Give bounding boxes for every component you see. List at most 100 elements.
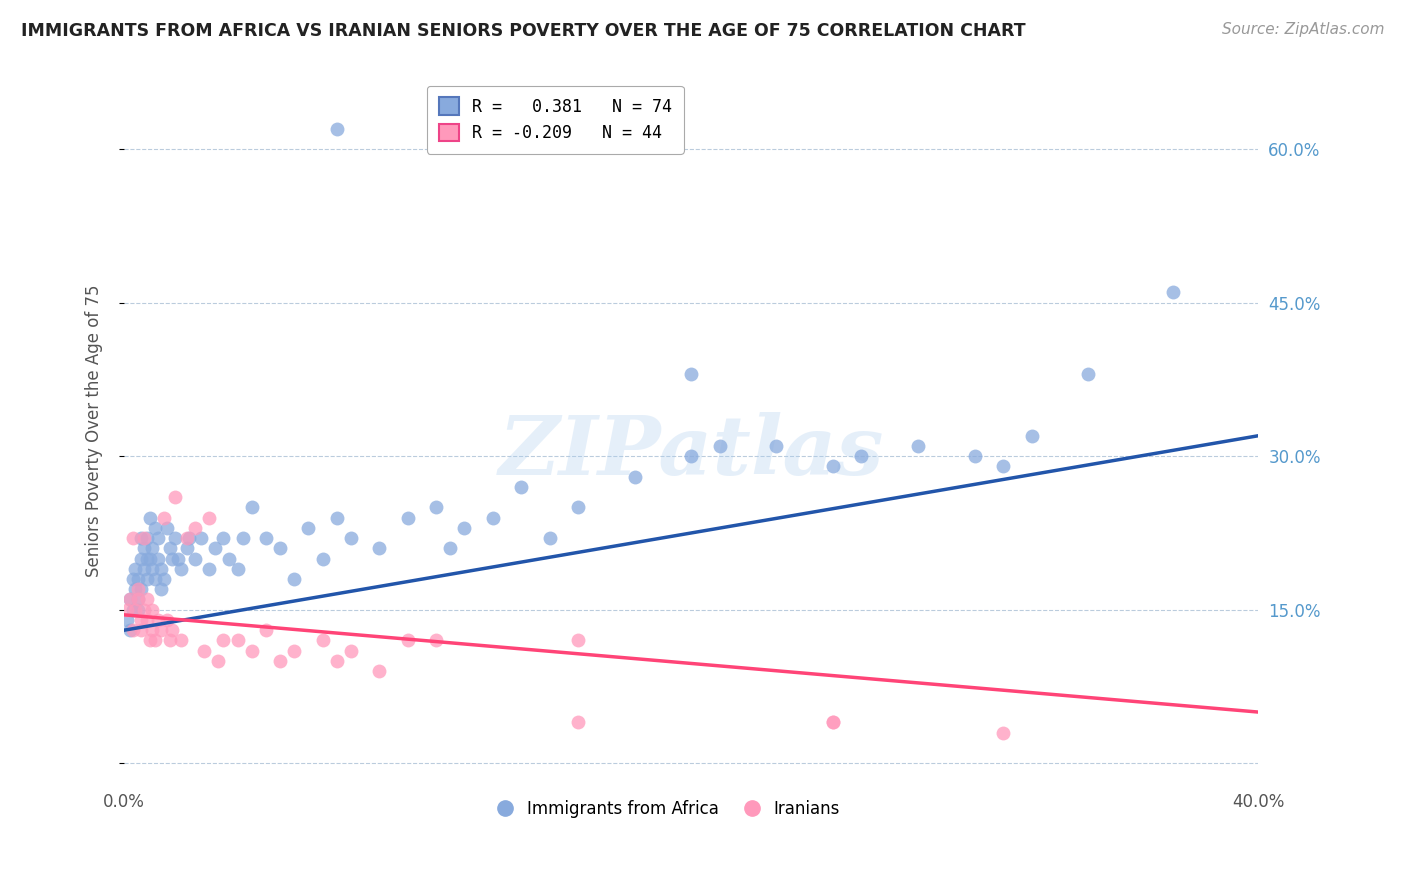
Point [993, 725, 1015, 739]
Point [439, 541, 461, 556]
Point [118, 623, 141, 637]
Point [283, 643, 305, 657]
Point [165, 531, 187, 545]
Point [198, 562, 221, 576]
Point [226, 562, 249, 576]
Point [851, 449, 873, 463]
Point [118, 592, 141, 607]
Point [963, 449, 986, 463]
Point [709, 439, 731, 453]
Point [368, 541, 391, 556]
Point [907, 439, 929, 453]
Point [538, 531, 561, 545]
Point [129, 531, 152, 545]
Point [124, 582, 146, 597]
Point [127, 582, 149, 597]
Legend: Immigrants from Africa, Iranians: Immigrants from Africa, Iranians [491, 794, 846, 825]
Point [121, 531, 143, 545]
Point [212, 531, 235, 545]
Point [218, 551, 240, 566]
Point [143, 633, 166, 648]
Point [165, 490, 187, 504]
Point [567, 633, 589, 648]
Y-axis label: Seniors Poverty Over the Age of 75: Seniors Poverty Over the Age of 75 [86, 285, 103, 577]
Point [143, 521, 166, 535]
Point [156, 613, 179, 627]
Point [132, 541, 155, 556]
Point [193, 643, 215, 657]
Point [132, 531, 155, 545]
Point [198, 510, 221, 524]
Point [156, 521, 179, 535]
Point [159, 541, 181, 556]
Point [141, 562, 163, 576]
Point [340, 643, 363, 657]
Point [170, 562, 193, 576]
Point [190, 531, 212, 545]
Point [396, 633, 419, 648]
Point [297, 521, 319, 535]
Point [681, 449, 703, 463]
Point [176, 541, 198, 556]
Point [1077, 368, 1099, 382]
Point [129, 613, 152, 627]
Point [510, 480, 533, 494]
Point [141, 603, 163, 617]
Point [129, 551, 152, 566]
Point [135, 551, 157, 566]
Point [118, 592, 141, 607]
Point [121, 603, 143, 617]
Point [204, 541, 226, 556]
Point [135, 531, 157, 545]
Point [153, 572, 176, 586]
Point [127, 592, 149, 607]
Point [567, 500, 589, 515]
Point [1021, 428, 1043, 442]
Point [311, 633, 333, 648]
Point [623, 469, 645, 483]
Point [179, 531, 201, 545]
Point [150, 623, 173, 637]
Point [823, 715, 845, 730]
Point [326, 654, 349, 668]
Point [115, 613, 138, 627]
Point [232, 531, 254, 545]
Point [121, 572, 143, 586]
Point [141, 623, 163, 637]
Point [176, 531, 198, 545]
Point [127, 592, 149, 607]
Point [167, 551, 190, 566]
Point [135, 572, 157, 586]
Point [124, 562, 146, 576]
Point [823, 715, 845, 730]
Point [153, 510, 176, 524]
Point [138, 510, 160, 524]
Point [765, 439, 787, 453]
Point [129, 623, 152, 637]
Point [184, 551, 207, 566]
Point [124, 603, 146, 617]
Point [254, 623, 277, 637]
Point [135, 613, 157, 627]
Point [143, 572, 166, 586]
Point [311, 551, 333, 566]
Point [240, 643, 263, 657]
Text: IMMIGRANTS FROM AFRICA VS IRANIAN SENIORS POVERTY OVER THE AGE OF 75 CORRELATION: IMMIGRANTS FROM AFRICA VS IRANIAN SENIOR… [21, 22, 1026, 40]
Point [1163, 285, 1185, 300]
Point [396, 510, 419, 524]
Point [207, 654, 229, 668]
Point [135, 592, 157, 607]
Point [425, 500, 447, 515]
Point [340, 531, 363, 545]
Point [129, 582, 152, 597]
Point [453, 521, 475, 535]
Point [132, 562, 155, 576]
Text: Source: ZipAtlas.com: Source: ZipAtlas.com [1222, 22, 1385, 37]
Point [150, 562, 173, 576]
Point [127, 572, 149, 586]
Point [283, 572, 305, 586]
Point [115, 603, 138, 617]
Point [138, 551, 160, 566]
Point [823, 459, 845, 474]
Point [146, 613, 169, 627]
